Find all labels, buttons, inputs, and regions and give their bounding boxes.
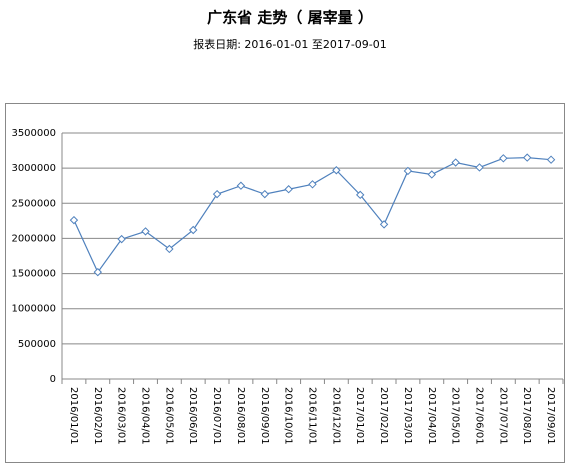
x-tick-label: 2016/01/01 xyxy=(68,387,79,445)
data-point xyxy=(523,153,532,162)
x-tick-label: 2017/09/01 xyxy=(545,387,556,445)
data-point xyxy=(69,215,79,225)
x-tick-label: 2016/03/01 xyxy=(116,387,127,445)
x-tick-label: 2016/06/01 xyxy=(187,387,198,445)
x-tick-label: 2017/01/01 xyxy=(354,387,365,445)
x-tick-label: 2016/04/01 xyxy=(140,387,151,445)
y-tick-label: 1500000 xyxy=(11,269,56,280)
data-point xyxy=(451,158,460,167)
data-point xyxy=(403,166,413,176)
y-tick-label: 500000 xyxy=(18,339,56,350)
data-point xyxy=(236,181,246,190)
y-tick-label: 3500000 xyxy=(11,128,56,139)
data-point xyxy=(93,267,102,277)
data-point xyxy=(475,163,484,172)
x-tick-label: 2016/08/01 xyxy=(235,387,246,445)
x-tick-label: 2016/07/01 xyxy=(211,387,222,445)
chart-title: 广东省 走势（ 屠宰量 ） xyxy=(207,9,373,27)
x-tick-label: 2017/07/01 xyxy=(497,387,508,445)
data-point xyxy=(427,170,436,179)
chart-border xyxy=(5,103,565,463)
y-tick-label: 2500000 xyxy=(11,198,56,209)
data-point xyxy=(260,189,269,199)
x-tick-label: 2017/05/01 xyxy=(450,387,461,445)
y-tick-label: 0 xyxy=(50,374,56,385)
data-point xyxy=(546,155,556,164)
x-tick-label: 2016/10/01 xyxy=(283,387,294,445)
x-tick-label: 2016/12/01 xyxy=(330,387,341,445)
x-tick-label: 2017/03/01 xyxy=(402,387,413,445)
data-point xyxy=(308,180,317,189)
data-point xyxy=(356,190,365,200)
x-tick-label: 2017/08/01 xyxy=(521,387,532,445)
data-line xyxy=(73,156,552,274)
data-point xyxy=(379,220,389,229)
data-point xyxy=(165,244,174,254)
x-tick-label: 2016/05/01 xyxy=(163,387,174,445)
x-tick-label: 2017/02/01 xyxy=(378,387,389,445)
x-tick-label: 2017/04/01 xyxy=(426,387,437,445)
data-point xyxy=(332,166,341,175)
data-point xyxy=(141,227,150,236)
x-tick-label: 2016/02/01 xyxy=(92,387,103,445)
data-point xyxy=(212,189,222,199)
y-tick-label: 2000000 xyxy=(11,233,56,244)
chart-subtitle: 报表日期: 2016-01-01 至2017-09-01 xyxy=(193,37,387,51)
data-point xyxy=(499,154,508,163)
x-tick-label: 2017/06/01 xyxy=(474,387,485,445)
y-tick-label: 1000000 xyxy=(11,304,56,315)
x-tick-label: 2016/09/01 xyxy=(259,387,270,445)
x-tick-label: 2016/11/01 xyxy=(307,387,318,445)
data-point xyxy=(117,234,126,244)
y-tick-label: 3000000 xyxy=(11,163,56,174)
data-point xyxy=(189,225,198,235)
data-point xyxy=(284,185,293,194)
